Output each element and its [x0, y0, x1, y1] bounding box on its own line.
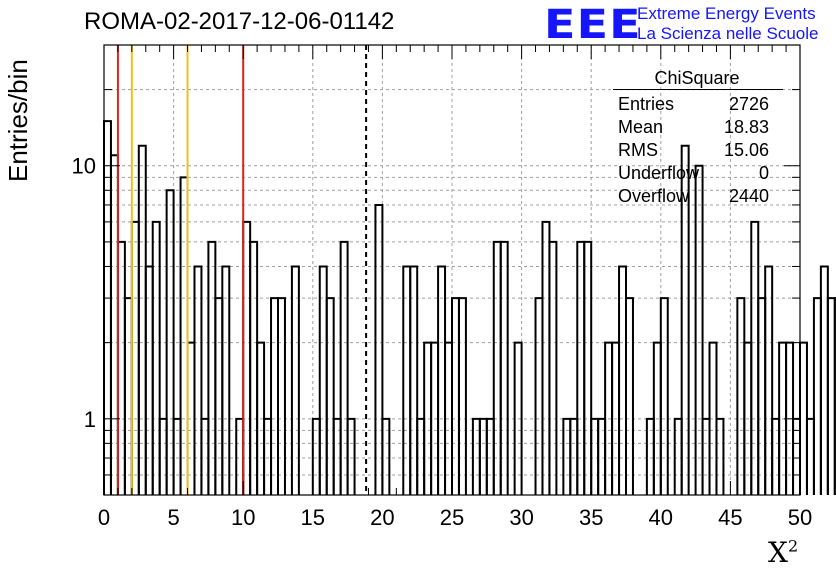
x-tick-label: 0 [98, 505, 110, 530]
x-tick-label: 30 [509, 505, 533, 530]
x-tick-label: 20 [370, 505, 394, 530]
histogram-bin [680, 144, 690, 495]
histogram-bin [625, 297, 634, 495]
histogram-bin [402, 265, 412, 495]
x-tick-label: 35 [579, 505, 603, 530]
histogram-bin [833, 297, 836, 495]
logo-caption-line1: Extreme Energy Events [637, 4, 816, 23]
stats-row-overflow: Overflow 2440 [613, 185, 783, 208]
histogram-bin [193, 265, 203, 495]
histogram-bin [576, 240, 586, 495]
histogram-bin [318, 265, 328, 495]
stats-value: 18.83 [723, 117, 769, 137]
histogram-bin [457, 297, 467, 495]
histogram-bin [144, 265, 154, 495]
histogram-bin [534, 297, 544, 495]
histogram-bin [325, 297, 335, 495]
histogram-bin [130, 220, 140, 495]
histogram-bin [179, 176, 189, 495]
x-tick-label: 5 [167, 505, 179, 530]
histogram-bin [109, 154, 119, 495]
stats-row-entries: Entries 2726 [613, 93, 783, 116]
histogram-bin [374, 203, 384, 495]
x-axis-label: X2 [768, 536, 799, 569]
stats-box: ChiSquare Entries 2726 Mean 18.83 RMS 15… [613, 66, 783, 208]
histogram-bin [137, 144, 147, 495]
stats-value: 0 [758, 163, 769, 183]
stats-label: Mean [618, 117, 664, 137]
x-tick-label: 40 [649, 505, 673, 530]
y-tick-label: 1 [84, 407, 96, 432]
histogram-bin [123, 297, 133, 495]
histogram-bin [799, 341, 808, 495]
stats-value: 2440 [728, 186, 769, 206]
stats-label: Entries [618, 94, 675, 114]
x-tick-label: 25 [440, 505, 464, 530]
histogram-bin [750, 220, 760, 495]
stats-row-mean: Mean 18.83 [613, 116, 783, 139]
histogram-bin [659, 297, 669, 495]
eee-logo: EEE [544, 2, 642, 48]
stats-label: Underflow [618, 163, 700, 183]
stats-title: ChiSquare [654, 68, 740, 88]
histogram-bin [221, 265, 231, 495]
histogram-bin [805, 417, 815, 495]
x-tick-label: 45 [718, 505, 742, 530]
histogram-bin [513, 341, 523, 495]
histogram-bin [437, 265, 447, 495]
histogram-bin [451, 297, 460, 495]
histogram-bin [214, 297, 224, 495]
histogram-bin [694, 164, 704, 495]
x-tick-label: 15 [301, 505, 325, 530]
histogram-bin [409, 265, 419, 495]
histogram-bin [812, 297, 822, 495]
histogram-bin [207, 240, 217, 495]
histogram-bin [715, 417, 725, 495]
stats-value: 15.06 [723, 140, 769, 160]
y-tick-label: 10 [72, 154, 96, 179]
stats-label: Overflow [618, 186, 690, 206]
stats-value: 2726 [728, 94, 769, 114]
chart-title: ROMA-02-2017-12-06-01142 [84, 8, 395, 35]
x-tick-label: 50 [788, 505, 812, 530]
stats-divider [613, 89, 783, 90]
histogram-bin [541, 220, 551, 495]
histogram-bin [346, 417, 356, 495]
histogram-bin [618, 265, 627, 495]
histogram-bin [548, 240, 558, 495]
logo-caption-line2: La Scienza nelle Scuole [637, 24, 819, 43]
histogram-bin [151, 220, 161, 495]
histogram-bin [116, 240, 126, 495]
histogram-bin [277, 297, 286, 495]
histogram-bin [757, 297, 767, 495]
stats-label: RMS [618, 140, 658, 160]
x-tick-label: 10 [231, 505, 255, 530]
histogram-bin [736, 297, 746, 495]
histogram-bin [826, 297, 836, 495]
stats-row-underflow: Underflow 0 [613, 162, 783, 185]
histogram-bin [583, 240, 593, 495]
histogram-bin [339, 240, 349, 495]
histogram-bin [819, 265, 829, 495]
stats-row-rms: RMS 15.06 [613, 139, 783, 162]
histogram-bin [381, 417, 391, 495]
y-axis-label: Entries/bin [3, 59, 33, 182]
x-axis-label-exponent: 2 [787, 536, 799, 556]
histogram-bin [764, 265, 774, 495]
histogram-bin [249, 240, 259, 495]
histogram-bin [270, 297, 279, 495]
histogram-bin [290, 265, 300, 495]
histogram-bin [499, 240, 509, 495]
histogram-bin [492, 240, 502, 495]
histogram-bin [242, 220, 252, 495]
histogram-bin [165, 189, 175, 495]
